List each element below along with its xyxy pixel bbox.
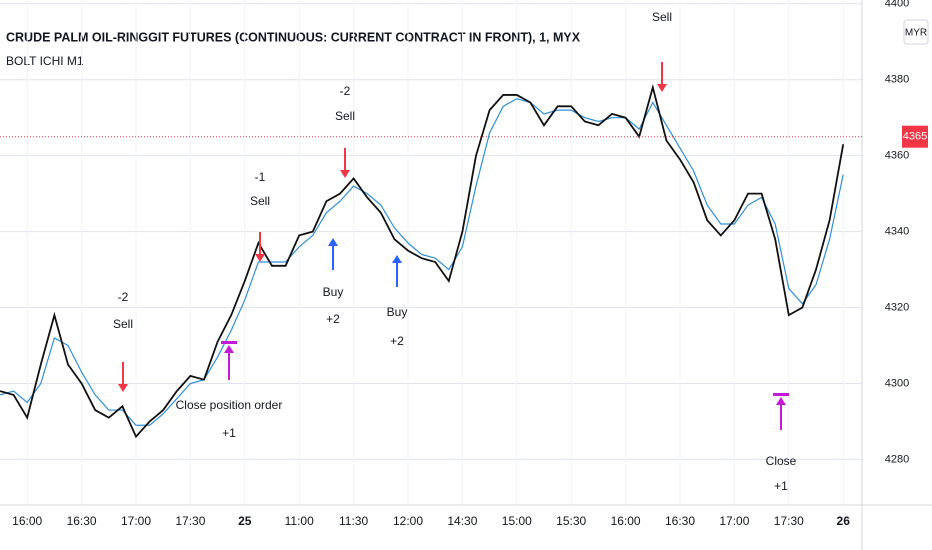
last-price-label: 4365: [903, 131, 927, 143]
x-tick-label: 15:00: [502, 514, 532, 528]
signal-label: +1: [222, 426, 236, 440]
signal-label: -2: [118, 290, 129, 304]
x-tick-label: 16:00: [12, 514, 42, 528]
signal-label: +1: [774, 479, 788, 493]
y-tick-label: 4320: [885, 301, 909, 313]
price-line: [0, 83, 845, 439]
currency-box[interactable]: [903, 19, 929, 45]
price-line: [0, 98, 844, 426]
x-tick-label: 11:00: [285, 514, 314, 528]
x-tick-label: 14:30: [447, 514, 477, 528]
signal-arrow-head: [118, 384, 128, 392]
signal-label: Sell: [335, 109, 355, 123]
signal-arrow-head: [392, 255, 402, 263]
signal-arrow-head: [224, 345, 234, 353]
y-tick-label: 4280: [885, 453, 909, 465]
x-tick-label: 16:30: [665, 514, 695, 528]
x-tick-label: 11:30: [339, 514, 368, 528]
signal-arrow-head: [255, 254, 265, 262]
x-tick-label: 17:00: [121, 514, 151, 528]
signal-bar: [221, 341, 237, 344]
x-tick-label: 17:30: [175, 514, 205, 528]
signal-arrow-head: [340, 170, 350, 178]
signal-label: -1: [255, 170, 266, 184]
x-tick-label: 12:00: [393, 514, 423, 528]
signal-label: Close position order: [176, 398, 283, 412]
signal-label: Buy: [387, 305, 408, 319]
signal-label: Sell: [250, 194, 270, 208]
y-tick-label: 4340: [885, 226, 909, 238]
y-tick-label: 4380: [885, 74, 909, 86]
signal-label: Sell: [113, 317, 133, 331]
signal-label: Close: [766, 454, 797, 468]
x-tick-label: 16:00: [611, 514, 641, 528]
signal-arrow-head: [776, 397, 786, 405]
signal-label: +2: [390, 334, 404, 348]
x-tick-label: 15:30: [556, 514, 586, 528]
signal-label: +2: [326, 312, 340, 326]
y-tick-label: 4400: [885, 0, 909, 10]
chart-title: CRUDE PALM OIL-RINGGIT FUTURES (CONTINUO…: [6, 30, 581, 44]
signal-bar: [773, 393, 789, 396]
signal-arrow-head: [328, 238, 338, 246]
signal-label: -2: [340, 84, 351, 98]
y-tick-label: 4300: [885, 377, 909, 389]
signal-label: Sell: [652, 10, 672, 24]
indicator-name: BOLT ICHI M1: [6, 54, 84, 68]
signal-label: Buy: [323, 285, 344, 299]
last-price-box: [902, 125, 928, 148]
signal-arrow-head: [657, 84, 667, 92]
x-tick-label: 25: [238, 514, 252, 528]
currency[interactable]: MYR: [905, 28, 927, 39]
x-tick-label: 17:00: [719, 514, 749, 528]
x-tick-label: 26: [837, 514, 851, 528]
y-tick-label: 4360: [885, 150, 909, 162]
x-tick-label: 17:30: [774, 514, 804, 528]
x-tick-label: 16:30: [67, 514, 97, 528]
